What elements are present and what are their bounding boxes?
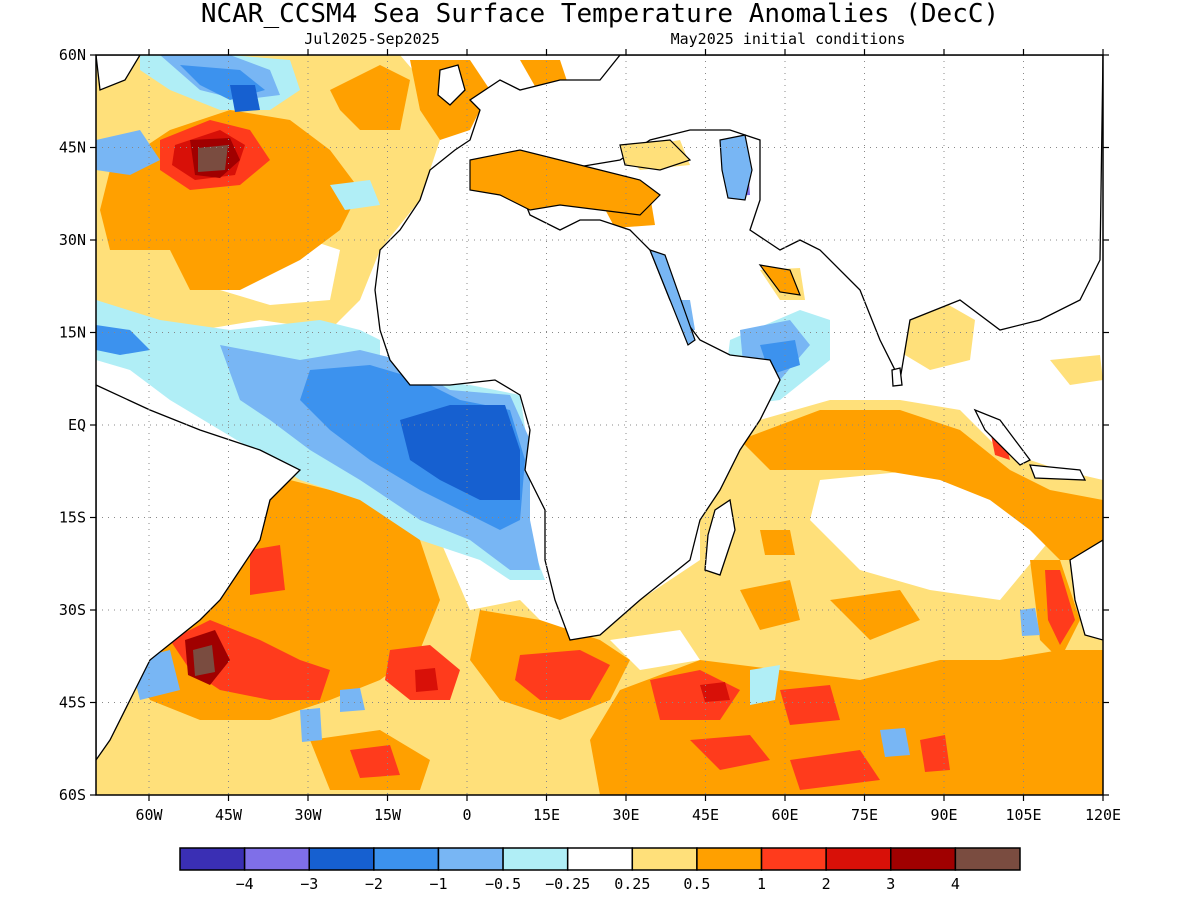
- coastlines: [96, 55, 1103, 762]
- lon-tick-label: 30E: [612, 806, 639, 824]
- land-sumatra: [973, 408, 1031, 466]
- land-south-america: [96, 384, 302, 762]
- lat-tick-label: 15S: [59, 509, 86, 527]
- colorbar: −4 −3 −2 −1 −0.5 −0.25 0.25 0.5 1 2 3 4: [179, 847, 1021, 893]
- longitude-axis: 60W 45W 30W 15W 0 15E 30E 45E 60E 75E 90E 105E 120E: [135, 49, 1121, 824]
- lon-tick-label: 15E: [533, 806, 560, 824]
- colorbar-swatch: [760, 847, 827, 871]
- lat-tick-label: 60N: [59, 46, 86, 64]
- lat-tick-label: 45S: [59, 694, 86, 712]
- colorbar-label: 0.25: [614, 875, 650, 893]
- lon-tick-label: 105E: [1005, 806, 1041, 824]
- lon-tick-label: 60E: [771, 806, 798, 824]
- colorbar-label: −0.5: [485, 875, 521, 893]
- lat-tick-label: 30S: [59, 601, 86, 619]
- lon-tick-label: 0: [462, 806, 471, 824]
- sst-anomaly-field: [96, 55, 1103, 795]
- colorbar-swatch: [308, 847, 375, 871]
- land-sri-lanka: [891, 367, 903, 387]
- persian-gulf: [758, 264, 801, 296]
- colorbar-swatch: [437, 847, 504, 871]
- lat-tick-label: 60S: [59, 786, 86, 804]
- lon-tick-label: 45E: [692, 806, 719, 824]
- red-sea: [648, 249, 696, 346]
- colorbar-label: 4: [951, 875, 960, 893]
- colorbar-label: 0.5: [683, 875, 710, 893]
- mediterranean-sea: [469, 149, 661, 216]
- lon-tick-label: 120E: [1085, 806, 1121, 824]
- lat-tick-label: 45N: [59, 139, 86, 157]
- lat-tick-label: EQ: [68, 416, 86, 434]
- map-title: NCAR_CCSM4 Sea Surface Temperature Anoma…: [201, 0, 999, 29]
- colorbar-label: −3: [300, 875, 318, 893]
- colorbar-swatch: [954, 847, 1021, 871]
- inland-seas: [469, 134, 801, 346]
- land-greenland: [96, 55, 141, 91]
- colorbar-swatch: [566, 847, 634, 871]
- colorbar-label: 2: [822, 875, 831, 893]
- latitude-axis: 60N 45N 30N 15N EQ 15S 30S 45S 60S: [59, 46, 1109, 804]
- colorbar-swatch: [631, 847, 698, 871]
- colorbar-label: −2: [365, 875, 383, 893]
- land-africa-eurasia: [374, 55, 1103, 641]
- lat-tick-label: 15N: [59, 324, 86, 342]
- colorbar-swatch: [825, 847, 892, 871]
- lon-tick-label: 15W: [374, 806, 402, 824]
- anomaly-0.5-1: [100, 60, 1103, 795]
- forecast-period: Jul2025-Sep2025: [304, 30, 439, 48]
- colorbar-swatch: [179, 847, 246, 871]
- colorbar-label: 3: [886, 875, 895, 893]
- land-java: [1029, 464, 1087, 481]
- colorbar-label: −1: [429, 875, 447, 893]
- colorbar-swatch: [696, 847, 763, 871]
- lon-tick-label: 45W: [215, 806, 243, 824]
- caspian-sea: [719, 134, 753, 201]
- colorbar-swatch: [890, 847, 957, 871]
- initial-conditions: May2025 initial conditions: [671, 30, 906, 48]
- colorbar-swatch: [373, 847, 440, 871]
- lon-tick-label: 90E: [930, 806, 957, 824]
- colorbar-label: 1: [757, 875, 766, 893]
- lon-tick-label: 75E: [851, 806, 878, 824]
- colorbar-label: −4: [236, 875, 254, 893]
- land-australia: [1069, 539, 1103, 641]
- land-madagascar: [704, 498, 736, 576]
- colorbar-label: −0.25: [545, 875, 590, 893]
- lat-tick-label: 30N: [59, 231, 86, 249]
- colorbar-swatch: [243, 847, 310, 871]
- land-britain: [437, 64, 466, 106]
- lon-tick-label: 60W: [135, 806, 163, 824]
- lon-tick-label: 30W: [294, 806, 322, 824]
- colorbar-swatch: [502, 847, 569, 871]
- anomaly-2-4: [172, 130, 730, 702]
- map-area: [96, 55, 1103, 795]
